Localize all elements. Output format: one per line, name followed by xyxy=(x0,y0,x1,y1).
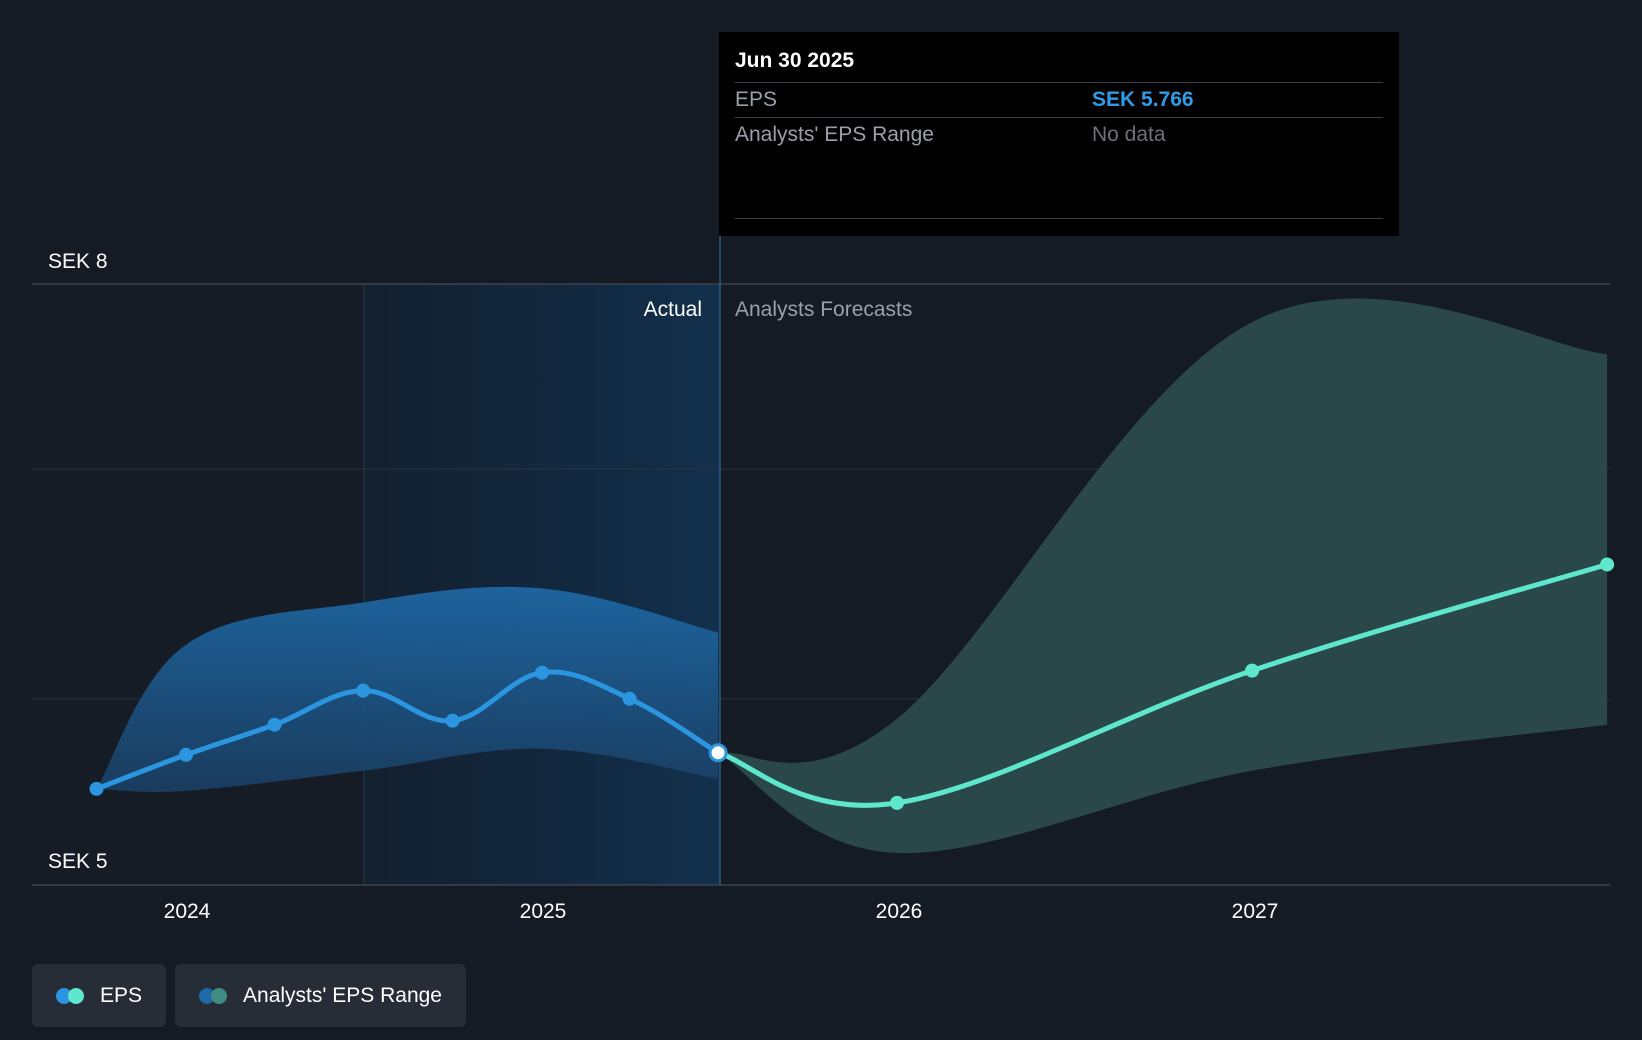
analysts-range-forecast-area xyxy=(718,298,1608,854)
tooltip-row-eps: EPS SEK 5.766 xyxy=(735,82,1383,117)
analysts-range-actual-area xyxy=(96,586,719,792)
actual-section-label: Actual xyxy=(644,298,702,321)
eps-highlighted-point[interactable] xyxy=(708,743,728,763)
eps-forecast-point[interactable] xyxy=(890,795,905,810)
eps-actual-point[interactable] xyxy=(356,683,371,698)
y-axis-label-top: SEK 8 xyxy=(48,250,108,273)
eps-actual-point[interactable] xyxy=(179,747,194,762)
tooltip-date: Jun 30 2025 xyxy=(735,49,855,72)
eps-actual-point[interactable] xyxy=(445,713,460,728)
eps-actual-point[interactable] xyxy=(622,691,637,706)
x-tick-2024: 2024 xyxy=(164,900,211,923)
eps-actual-point[interactable] xyxy=(89,781,104,796)
legend-swatch-dot xyxy=(68,987,84,1004)
chart-legend: EPS Analysts' EPS Range xyxy=(32,964,466,1027)
forecast-section-label: Analysts Forecasts xyxy=(735,298,912,321)
tooltip-divider xyxy=(735,218,1383,219)
tooltip-range-label: Analysts' EPS Range xyxy=(735,123,934,146)
hover-tooltip: Jun 30 2025 EPS SEK 5.766 Analysts' EPS … xyxy=(719,32,1399,236)
tooltip-range-value: No data xyxy=(1092,123,1166,146)
tooltip-eps-value: SEK 5.766 xyxy=(1092,88,1194,111)
x-tick-2025: 2025 xyxy=(520,900,567,923)
x-tick-2027: 2027 xyxy=(1232,900,1279,923)
legend-range-swatch xyxy=(199,987,229,1004)
legend-eps-label: EPS xyxy=(100,983,143,1007)
eps-points xyxy=(89,557,1615,810)
legend-range-label: Analysts' EPS Range xyxy=(243,983,442,1007)
legend-item-eps[interactable]: EPS xyxy=(32,964,167,1027)
eps-forecast-point[interactable] xyxy=(1600,557,1615,572)
eps-forecast-point[interactable] xyxy=(1245,663,1260,678)
tooltip-eps-label: EPS xyxy=(735,88,778,111)
legend-eps-swatch xyxy=(56,987,86,1004)
y-axis-label-bottom: SEK 5 xyxy=(48,850,108,873)
eps-forecast-line xyxy=(715,561,1610,808)
actual-highlight-band xyxy=(364,284,720,885)
x-tick-2026: 2026 xyxy=(876,900,923,923)
eps-actual-point[interactable] xyxy=(267,717,282,732)
eps-actual-point[interactable] xyxy=(535,665,550,680)
legend-item-eps-range[interactable]: Analysts' EPS Range xyxy=(175,964,466,1027)
tooltip-row-range: Analysts' EPS Range No data xyxy=(735,117,1383,152)
legend-swatch-dot xyxy=(211,987,228,1004)
